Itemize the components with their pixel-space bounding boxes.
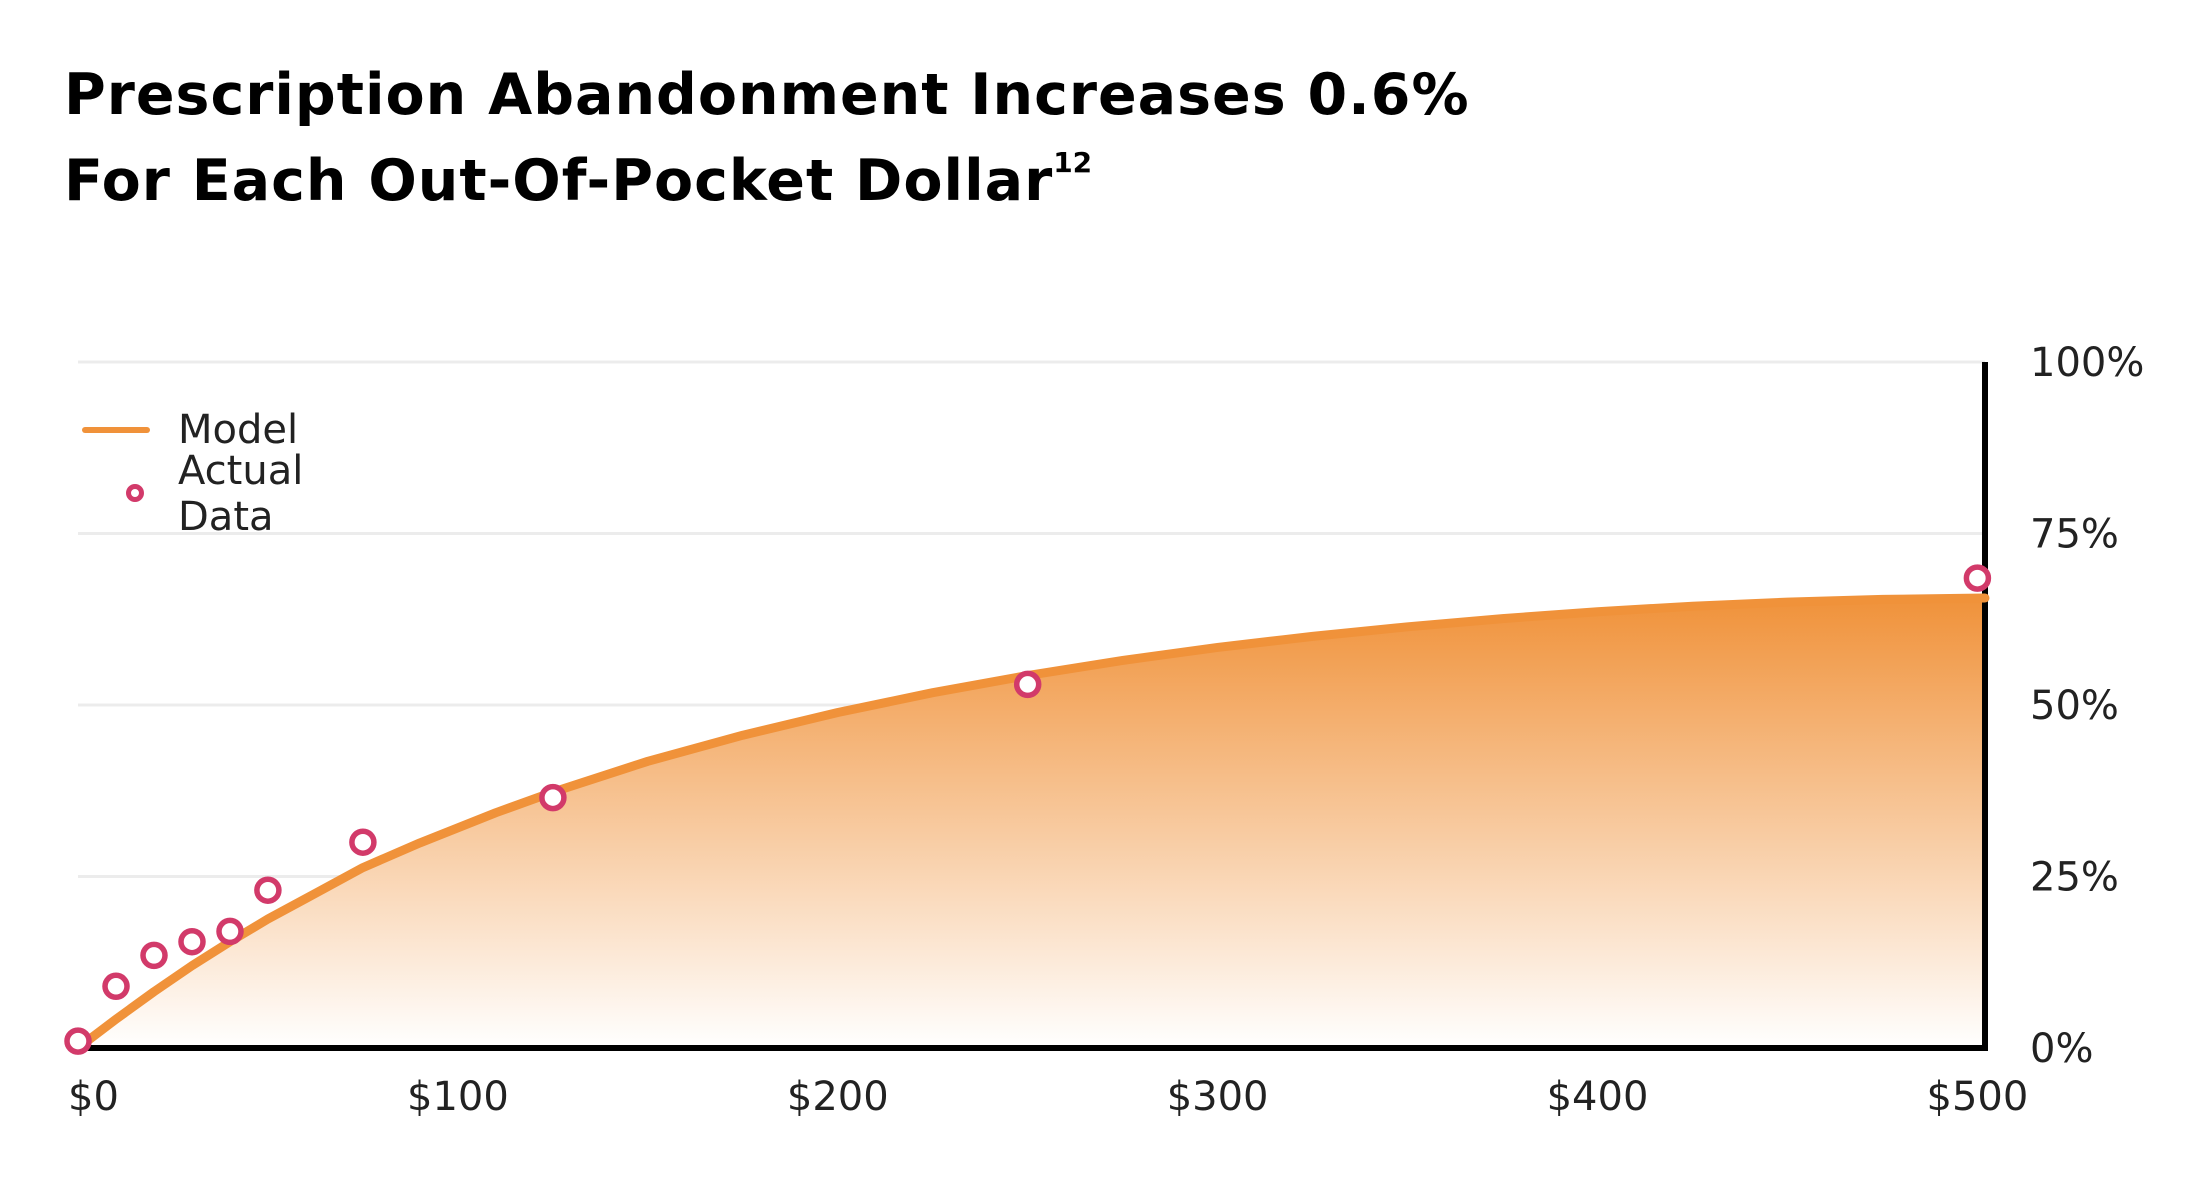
legend-model-swatch <box>78 410 178 450</box>
y-tick-label-0: 0% <box>2030 1026 2093 1072</box>
y-tick-label-1: 25% <box>2030 855 2119 901</box>
chart-title-line-1: Prescription Abandonment Increases 0.6% <box>64 62 1470 128</box>
x-tick-label-2: $200 <box>787 1074 889 1120</box>
actual-data-point-2 <box>140 941 168 970</box>
chart-title-line-2: For Each Out-Of-Pocket Dollar12 <box>64 138 1470 224</box>
model-area <box>78 598 1985 1048</box>
model-area-fill <box>78 598 1985 1048</box>
actual-data-point-8 <box>1013 670 1042 699</box>
y-tick-label-2: 50% <box>2030 683 2119 729</box>
chart-title-line-2-text: For Each Out-Of-Pocket Dollar <box>64 148 1054 214</box>
legend-actual-swatch <box>78 474 178 514</box>
y-axis-tick-labels: 0% 25% 50% 75% 100% <box>2030 340 2144 1072</box>
actual-data-points <box>64 564 1992 1055</box>
axes <box>76 362 1988 1051</box>
actual-data-point-9 <box>1963 564 1992 592</box>
legend-model-line <box>82 427 150 433</box>
legend-item-actual-data: Actual Data <box>78 448 303 540</box>
actual-data-point-1 <box>102 972 130 1001</box>
x-tick-label-5: $500 <box>1927 1074 2029 1120</box>
y-tick-label-4: 100% <box>2030 340 2144 386</box>
chart-title: Prescription Abandonment Increases 0.6% … <box>64 52 1470 224</box>
y-tick-label-3: 75% <box>2030 512 2119 558</box>
actual-data-point-3 <box>178 927 206 956</box>
actual-data-point-5 <box>254 876 282 904</box>
legend: Model Actual Data <box>78 398 303 540</box>
legend-item-model: Model <box>78 398 298 462</box>
x-tick-label-1: $100 <box>407 1074 509 1120</box>
legend-actual-marker <box>126 484 144 502</box>
legend-actual-label: Actual Data <box>178 448 304 540</box>
x-tick-label-0: $0 <box>68 1074 119 1120</box>
x-tick-label-3: $300 <box>1167 1074 1269 1120</box>
x-tick-label-4: $400 <box>1547 1074 1649 1120</box>
actual-data-point-6 <box>349 828 377 856</box>
footnote-superscript: 12 <box>1053 146 1093 179</box>
x-axis-tick-labels: $0 $100 $200 $300 $400 $500 <box>68 1074 2028 1120</box>
actual-data-point-0 <box>64 1027 92 1055</box>
legend-model-label: Model <box>178 407 299 453</box>
actual-data-point-4 <box>216 917 244 946</box>
actual-data-point-7 <box>539 783 567 812</box>
